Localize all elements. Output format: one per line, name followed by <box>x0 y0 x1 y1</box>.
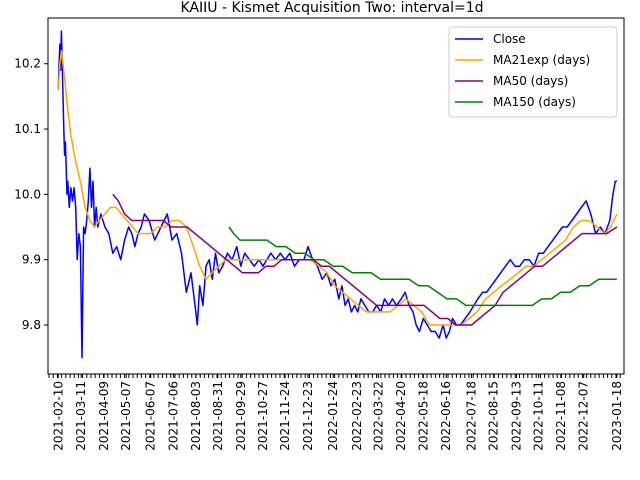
legend-box <box>448 26 618 118</box>
x-tick-label: 2021-07-06 <box>167 381 181 451</box>
series-layer <box>57 30 618 359</box>
x-tick-label: 2021-08-31 <box>211 381 225 451</box>
chart-title: KAIIU - Kismet Acquisition Two: interval… <box>181 0 484 16</box>
x-tick-label: 2022-04-20 <box>394 381 408 451</box>
x-tick-label: 2022-12-07 <box>577 381 591 451</box>
x-tick-label: 2022-03-22 <box>371 381 385 451</box>
y-axis: 9.8 9.9 10.0 10.1 10.2 <box>14 57 48 332</box>
legend-label: MA50 (days) <box>493 74 568 88</box>
x-tick-label: 2022-02-23 <box>350 381 364 451</box>
y-tick-label: 9.8 <box>22 318 41 332</box>
x-tick-label: 2021-11-24 <box>278 381 292 451</box>
x-tick-label: 2021-04-09 <box>97 381 111 451</box>
x-tick-label: 2021-08-03 <box>189 381 203 451</box>
plot-frame <box>47 17 625 375</box>
series-line-3 <box>228 226 617 307</box>
y-tick-label: 10.1 <box>14 122 41 136</box>
x-tick-label: 2021-09-29 <box>234 381 248 451</box>
x-tick-label: 2022-01-24 <box>326 381 340 451</box>
x-tick-label: 2021-05-07 <box>119 381 133 451</box>
x-tick-label: 2022-09-13 <box>510 381 524 451</box>
x-axis: 2021-02-10 2021-03-11 2021-04-09 2021-05-07… <box>48 374 624 451</box>
y-tick-label: 10.2 <box>14 57 41 71</box>
legend-label: MA150 (days) <box>493 95 576 109</box>
x-tick-label: 2023-01-18 <box>610 381 624 451</box>
x-tick-label: 2022-06-16 <box>439 381 453 451</box>
legend-label: MA21exp (days) <box>493 53 590 67</box>
legend-label: Close <box>493 32 526 46</box>
x-tick-label: 2021-06-07 <box>144 381 158 451</box>
series-line-0 <box>57 30 617 359</box>
x-tick-label: 2021-03-11 <box>74 381 88 451</box>
x-tick-label: 2021-12-23 <box>301 381 315 451</box>
y-tick-label: 9.9 <box>22 253 41 267</box>
x-tick-label: 2022-10-11 <box>532 381 546 451</box>
x-tick-label: 2022-11-08 <box>554 381 568 451</box>
x-tick-label: 2022-05-18 <box>416 381 430 451</box>
x-tick-label: 2021-02-10 <box>51 381 65 451</box>
legend: Close MA21exp (days) MA50 (days) MA150 (day… <box>448 26 618 118</box>
y-tick-label: 10.0 <box>14 187 41 201</box>
x-tick-label: 2021-10-27 <box>256 381 270 451</box>
x-tick-label: 2022-08-15 <box>487 381 501 451</box>
series-line-2 <box>112 193 618 326</box>
x-tick-label: 2022-07-18 <box>465 381 479 451</box>
